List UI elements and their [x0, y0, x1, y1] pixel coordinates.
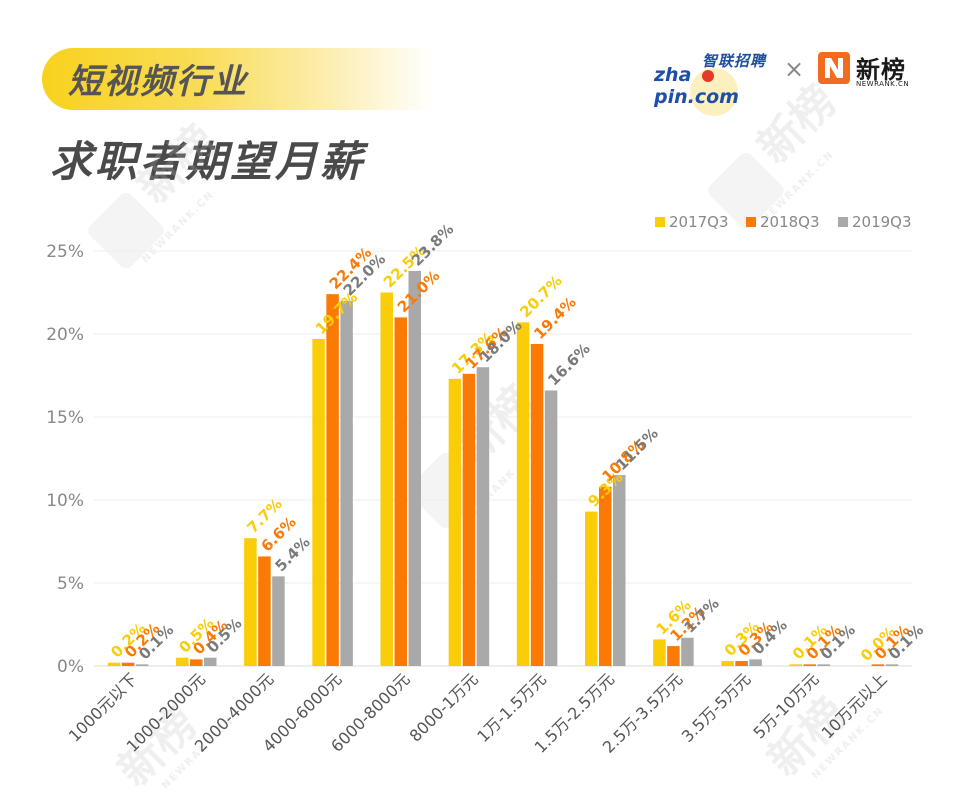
bar-2019q3: [272, 576, 285, 666]
y-tick-label: 10%: [46, 491, 84, 511]
bar-2017q3: [516, 322, 530, 666]
zhaopin-logo-en: zhapin.com: [654, 64, 739, 108]
bar-2019q3: [204, 657, 217, 666]
tag-pill-background: [42, 48, 432, 110]
bars: [107, 270, 899, 666]
legend-swatch-2017q3: [655, 217, 665, 227]
bar-2018q3: [394, 317, 407, 666]
bar-2017q3: [312, 338, 325, 666]
bar-2017q3: [585, 511, 598, 666]
zhaopin-logo-cn: 智联招聘: [701, 52, 766, 70]
newrank-logo-cn: 新榜: [856, 56, 906, 84]
x-tick-label: 1000元以下: [65, 669, 141, 745]
page-title: 求职者期望月薪: [50, 137, 366, 186]
bar-2019q3: [340, 300, 353, 666]
bar-2018q3: [599, 486, 612, 666]
y-tick-label: 20%: [46, 325, 84, 345]
bar-2018q3: [803, 664, 816, 666]
legend-label: 2018Q3: [760, 213, 820, 231]
bar-2017q3: [789, 664, 802, 666]
newrank-logo: 新榜 NEWRANK.CN: [818, 50, 918, 90]
bar-2017q3: [380, 292, 393, 666]
bar-2018q3: [667, 646, 680, 666]
legend-swatch-2018q3: [746, 217, 756, 227]
bar-2019q3: [135, 664, 149, 666]
zhaopin-dot-icon: [702, 70, 714, 82]
bar-2019q3: [476, 367, 490, 666]
y-tick-label: 15%: [46, 408, 84, 428]
gridlines: [94, 250, 912, 667]
bar-2017q3: [721, 661, 734, 666]
legend: 2017Q3 2018Q3 2019Q3: [655, 213, 912, 231]
bar-2018q3: [326, 294, 339, 666]
x-tick-label: 8000-1万元: [406, 669, 482, 745]
bar-2017q3: [244, 538, 257, 666]
y-tick-label: 0%: [57, 657, 84, 677]
bar-2018q3: [190, 659, 203, 666]
x-axis-ticks: 1000元以下1000-2000元2000-4000元4000-6000元600…: [65, 669, 891, 756]
bar-2018q3: [121, 662, 135, 666]
bar-2018q3: [735, 661, 748, 666]
x-tick-label: 5万-10万元: [750, 669, 823, 742]
y-axis-ticks: 0% 5% 10% 15% 20% 25%: [46, 242, 84, 677]
legend-label: 2019Q3: [852, 213, 912, 231]
x-tick-label: 3.5万-5万元: [678, 669, 755, 746]
bar-2019q3: [544, 390, 558, 666]
x-tick-label: 10万元以上: [818, 669, 891, 742]
bar-2017q3: [653, 639, 666, 666]
y-tick-label: 25%: [46, 242, 84, 262]
bar-2019q3: [408, 270, 421, 666]
times-icon: ×: [784, 55, 805, 83]
bar-2019q3: [817, 664, 830, 666]
newrank-n-icon: [818, 52, 850, 84]
y-tick-label: 5%: [57, 574, 84, 594]
bar-2019q3: [681, 637, 694, 666]
bar-2017q3: [448, 378, 462, 666]
bar-2019q3: [613, 475, 626, 666]
bar-2018q3: [462, 373, 476, 666]
bar-2018q3: [530, 343, 544, 666]
legend-swatch-2019q3: [838, 217, 848, 227]
industry-tag: 短视频行业: [68, 62, 248, 102]
data-label: 11.5%: [612, 424, 662, 474]
legend-label: 2017Q3: [669, 213, 729, 231]
bar-2019q3: [885, 664, 899, 666]
bar-2018q3: [258, 556, 271, 666]
data-label: 16.6%: [544, 340, 594, 390]
bar-2017q3: [107, 662, 121, 666]
bar-2018q3: [871, 664, 885, 666]
bar-2019q3: [749, 659, 762, 666]
bar-2017q3: [176, 657, 189, 666]
newrank-logo-en: NEWRANK.CN: [856, 80, 910, 88]
salary-bar-chart: 0%5%10%15%20%25% 0.2%0.2%0.1%0.5%0.4%0.5…: [46, 213, 927, 757]
